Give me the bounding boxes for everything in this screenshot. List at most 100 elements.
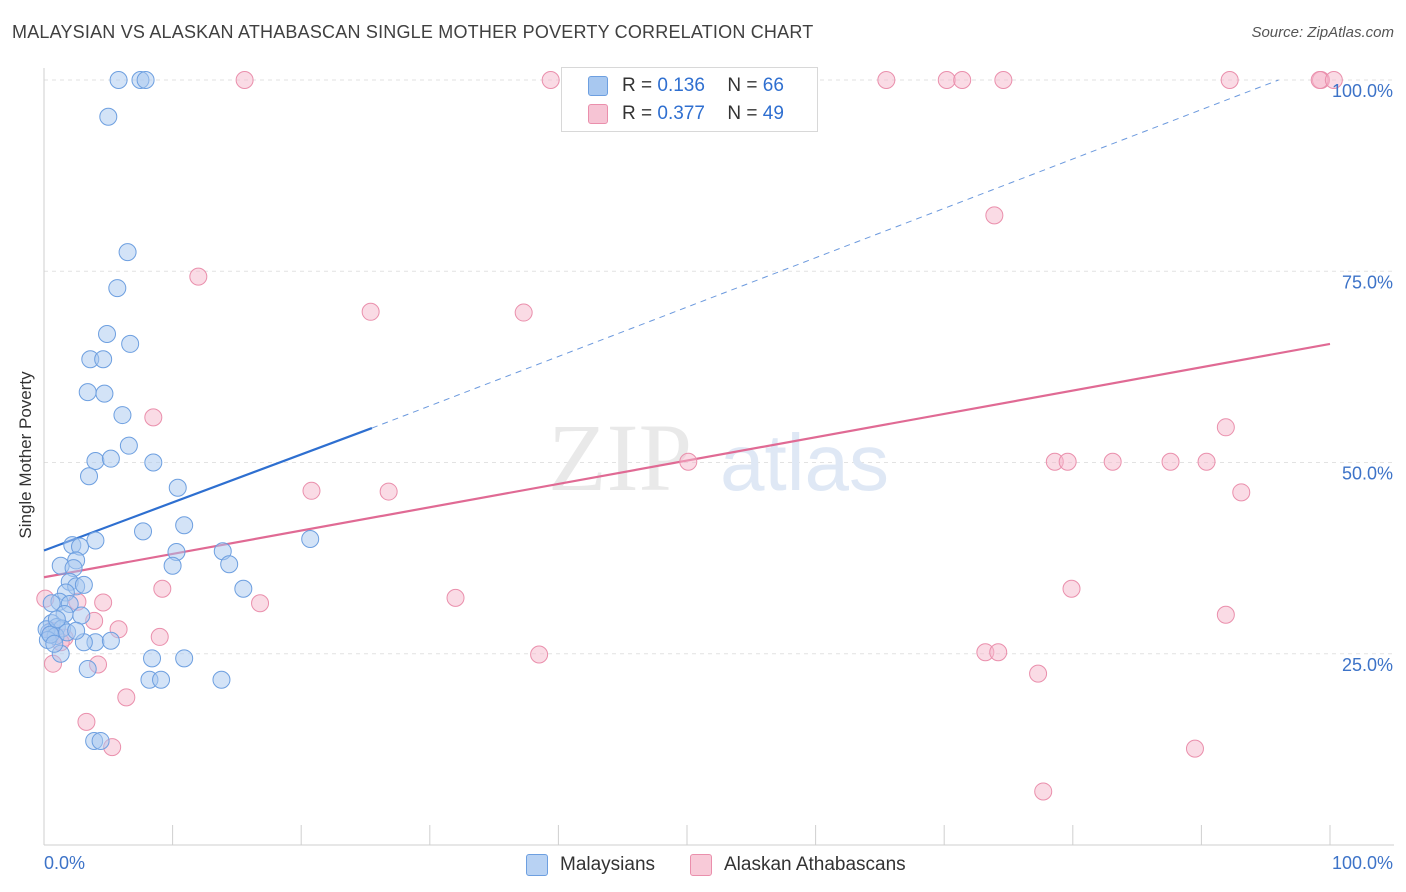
- point-athabascan: [235, 71, 254, 89]
- n-value: 66: [762, 75, 784, 96]
- point-athabascan: [1216, 418, 1235, 437]
- point-athabascan: [1058, 452, 1077, 471]
- point-malaysian: [94, 350, 113, 369]
- point-malaysian: [101, 631, 120, 650]
- point-athabascan: [153, 579, 172, 598]
- point-athabascan: [541, 71, 560, 89]
- point-athabascan: [1197, 452, 1216, 471]
- point-malaysian: [42, 594, 61, 613]
- point-malaysian: [220, 555, 239, 574]
- legend-item-athabascans: Alaskan Athabascans: [690, 852, 906, 878]
- point-athabascan: [1103, 452, 1122, 471]
- data-points: [36, 71, 1343, 801]
- chart-title: MALAYSIAN VS ALASKAN ATHABASCAN SINGLE M…: [12, 22, 814, 42]
- point-athabascan: [937, 71, 956, 89]
- legend-label-malaysians: Malaysians: [560, 854, 656, 875]
- x-tick-label: 100.0%: [1332, 853, 1393, 873]
- point-athabascan: [679, 452, 698, 471]
- legend-item-malaysians: Malaysians: [526, 852, 655, 878]
- n-label: N =: [727, 103, 758, 124]
- point-malaysian: [98, 324, 117, 343]
- pink-swatch: [588, 104, 608, 124]
- point-athabascan: [1034, 782, 1053, 801]
- axes: [43, 68, 1394, 846]
- y-tick-label: 25.0%: [1342, 655, 1393, 675]
- legend-label-athabascans: Alaskan Athabascans: [724, 854, 906, 875]
- point-athabascan: [1161, 452, 1180, 471]
- point-malaysian: [74, 575, 93, 594]
- point-athabascan: [530, 645, 549, 664]
- point-malaysian: [108, 279, 127, 298]
- point-malaysian: [234, 579, 253, 598]
- x-tick-label: 0.0%: [44, 853, 85, 873]
- point-malaysian: [95, 384, 114, 403]
- point-malaysian: [109, 71, 128, 89]
- point-athabascan: [1232, 483, 1251, 502]
- point-malaysian: [144, 453, 163, 472]
- point-malaysian: [134, 522, 153, 541]
- point-athabascan: [514, 303, 533, 322]
- point-malaysian: [175, 516, 194, 535]
- point-malaysian: [119, 436, 138, 455]
- point-athabascan: [877, 71, 896, 89]
- point-malaysian: [168, 478, 187, 497]
- point-athabascan: [77, 712, 96, 731]
- point-athabascan: [361, 302, 380, 321]
- point-athabascan: [446, 588, 465, 607]
- point-malaysian: [72, 606, 91, 625]
- point-athabascan: [379, 482, 398, 501]
- point-athabascan: [1029, 664, 1048, 683]
- point-athabascan: [1185, 739, 1204, 758]
- blue-swatch: [526, 854, 548, 876]
- point-malaysian: [163, 556, 182, 575]
- watermark: ZIP atlas: [548, 404, 889, 511]
- point-malaysian: [175, 649, 194, 668]
- point-malaysian: [212, 670, 231, 689]
- point-athabascan: [1220, 71, 1239, 89]
- point-malaysian: [67, 621, 86, 640]
- point-malaysian: [118, 243, 137, 262]
- trend-line-malaysians-extension: [371, 79, 1279, 429]
- point-malaysian: [152, 670, 171, 689]
- r-label: R =: [622, 103, 653, 124]
- point-athabascan: [94, 593, 113, 612]
- legend-row-athabascans: R = 0.377 N = 49: [588, 101, 784, 127]
- source-label: Source: ZipAtlas.com: [1251, 24, 1394, 41]
- r-value: 0.136: [657, 75, 705, 96]
- y-tick-label: 50.0%: [1342, 464, 1393, 484]
- point-malaysian: [121, 334, 140, 353]
- correlation-legend: R = 0.136 N = 66 R = 0.377 N = 49: [561, 67, 818, 132]
- point-malaysian: [301, 530, 320, 548]
- point-malaysian: [47, 610, 66, 629]
- point-athabascan: [117, 688, 136, 707]
- point-malaysian: [78, 383, 97, 402]
- point-malaysian: [91, 731, 110, 750]
- point-malaysian: [78, 660, 97, 679]
- point-malaysian: [136, 71, 155, 89]
- trend-line-malaysians: [43, 427, 373, 552]
- legend-row-malaysians: R = 0.136 N = 66: [588, 73, 784, 99]
- y-axis-label: Single Mother Poverty: [16, 371, 35, 539]
- n-value: 49: [762, 103, 784, 124]
- tick-labels: 25.0% 50.0% 75.0% 100.0% 0.0% 100.0%: [44, 81, 1393, 873]
- point-malaysian: [86, 451, 105, 470]
- point-malaysian: [113, 406, 132, 425]
- point-athabascan: [1062, 579, 1081, 598]
- point-malaysian: [45, 634, 64, 653]
- pink-swatch: [690, 854, 712, 876]
- point-athabascan: [994, 71, 1013, 89]
- blue-swatch: [588, 76, 608, 96]
- grid-lines: [44, 79, 1394, 655]
- point-athabascan: [189, 267, 208, 286]
- point-athabascan: [302, 481, 321, 500]
- point-malaysian: [80, 467, 99, 486]
- y-tick-label: 75.0%: [1342, 272, 1393, 292]
- point-athabascan: [989, 643, 1008, 662]
- point-athabascan: [251, 594, 270, 613]
- watermark-atlas: atlas: [720, 418, 889, 507]
- point-athabascan: [953, 71, 972, 89]
- point-athabascan: [985, 206, 1004, 225]
- watermark-zip: ZIP: [548, 404, 692, 511]
- n-label: N =: [727, 75, 758, 96]
